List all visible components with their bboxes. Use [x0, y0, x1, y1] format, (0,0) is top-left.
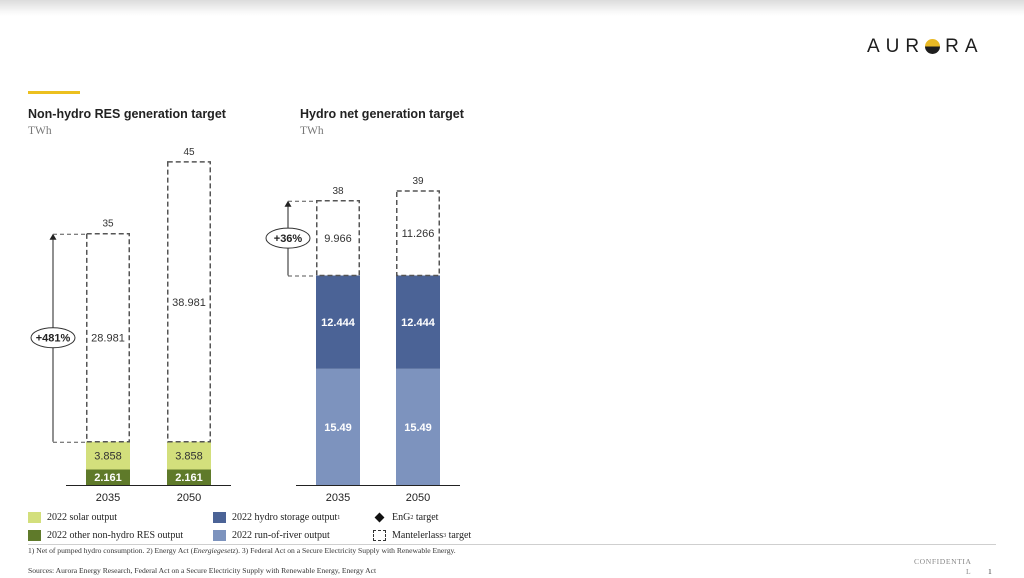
bar-non-hydro-2050-segment-1	[167, 441, 211, 470]
chart-unit-non-hydro: TWh	[28, 125, 52, 137]
growth-badge-hydro	[265, 227, 311, 249]
category-label-non-hydro-2050: 2050	[177, 492, 201, 504]
legend-solar-swatch	[28, 512, 41, 523]
diamond-icon	[374, 512, 385, 523]
logo-text-right: RA	[945, 36, 984, 57]
bar-hydro-2050-target	[396, 190, 440, 277]
data-label-hydro-2050-0: 15.49	[404, 422, 432, 434]
legend-mantelerlass-target: Mantelerlass 3 target	[373, 530, 471, 541]
bar-non-hydro-2035-segment-1	[86, 441, 130, 470]
legend-ror: 2022 run-of-river output	[213, 530, 330, 541]
bar-hydro-2035-segment-1	[316, 275, 360, 369]
chart-title-hydro: Hydro net generation target	[300, 107, 464, 121]
bar-hydro-2050-segment-1	[396, 275, 440, 369]
legend-other-swatch	[28, 530, 41, 541]
sources: Sources: Aurora Energy Research, Federal…	[28, 566, 377, 575]
footnote-italic: Energiegesetz	[193, 546, 236, 555]
legend-solar-label: 2022 solar output	[47, 512, 117, 523]
chart-title-non-hydro: Non-hydro RES generation target	[28, 107, 226, 121]
charts-canvas: 2.161 3.858 28.981 35 2035 2.161 3.858 38.981 45…	[30, 147, 460, 504]
bar-non-hydro-2050-target	[167, 161, 211, 443]
bar-non-hydro-2050-segment-0	[167, 469, 211, 485]
legend-solar: 2022 solar output	[28, 512, 117, 523]
data-label-hydro-2050-1: 12.444	[401, 317, 436, 329]
legend-eng-label-suffix: target	[413, 512, 439, 523]
legend-mantelerlass-label: Mantelerlass	[392, 530, 444, 541]
total-label-non-hydro-2050: 45	[183, 147, 195, 158]
data-label-non-hydro-2035-0: 2.161	[94, 472, 122, 484]
confidential-label-2: L	[966, 567, 972, 576]
legend-eng-sup: 2	[410, 514, 414, 521]
logo-text-left: AUR	[867, 36, 926, 57]
legend-eng-label: EnG	[392, 512, 411, 523]
growth-badge-non-hydro	[30, 327, 76, 349]
footnote-part2: ). 3) Federal Act on a Secure Electricit…	[235, 546, 456, 555]
data-label-non-hydro-2050-0: 2.161	[175, 472, 203, 484]
dashed-box-icon	[373, 530, 386, 541]
legend-mantelerlass-label-suffix: target	[446, 530, 472, 541]
footnote-part1: 1) Net of pumped hydro consumption. 2) E…	[28, 546, 194, 555]
bar-hydro-2035-segment-0	[316, 368, 360, 485]
legend-ror-label: 2022 run-of-river output	[232, 530, 330, 541]
legend-mantelerlass-sup: 3	[443, 532, 447, 539]
data-label-non-hydro-2050-1: 3.858	[175, 451, 203, 463]
footer-divider	[28, 544, 996, 545]
legend-storage: 2022 hydro storage output 1	[213, 512, 340, 523]
category-label-hydro-2035: 2035	[326, 492, 350, 504]
legend-storage-sup: 1	[337, 514, 341, 521]
growth-arrowhead-non-hydro	[49, 233, 57, 240]
aurora-logo: AUR RA	[867, 36, 984, 58]
growth-label-non-hydro: +481%	[36, 333, 71, 345]
category-label-non-hydro-2035: 2035	[96, 492, 120, 504]
accent-line	[28, 91, 80, 94]
data-label-hydro-2050-2: 11.266	[402, 228, 435, 240]
legend-eng-target: EnG 2 target	[373, 512, 438, 523]
bar-non-hydro-2035-target	[86, 232, 130, 443]
legend-ror-swatch	[213, 530, 226, 541]
legend-storage-swatch	[213, 512, 226, 523]
footnotes: 1) Net of pumped hydro consumption. 2) E…	[28, 546, 456, 555]
data-label-hydro-2035-1: 12.444	[321, 317, 356, 329]
sun-horizon-logo-icon	[925, 38, 941, 54]
bar-hydro-2035-target	[316, 200, 360, 277]
growth-label-hydro: +36%	[274, 233, 303, 245]
confidential-label: CONFIDENTIA	[914, 557, 972, 566]
page-number: 1	[988, 567, 993, 576]
data-label-non-hydro-2050-2: 38.981	[172, 297, 206, 309]
total-label-hydro-2050: 39	[412, 176, 424, 187]
bar-hydro-2050-segment-0	[396, 368, 440, 485]
total-label-non-hydro-2035: 35	[102, 219, 114, 230]
data-label-non-hydro-2035-1: 3.858	[94, 451, 122, 463]
total-label-hydro-2035: 38	[332, 186, 344, 197]
legend-other-label: 2022 other non-hydro RES output	[47, 530, 184, 541]
top-shadow-bar	[0, 0, 1024, 16]
data-label-hydro-2035-2: 9.966	[324, 233, 352, 245]
bar-non-hydro-2035-segment-0	[86, 469, 130, 485]
legend-storage-label: 2022 hydro storage output	[232, 512, 338, 523]
growth-arrowhead-hydro	[284, 200, 292, 207]
legend-other: 2022 other non-hydro RES output	[28, 530, 183, 541]
data-label-hydro-2035-0: 15.49	[324, 422, 352, 434]
data-label-non-hydro-2035-2: 28.981	[91, 333, 125, 345]
chart-unit-hydro: TWh	[300, 125, 324, 137]
category-label-hydro-2050: 2050	[406, 492, 430, 504]
